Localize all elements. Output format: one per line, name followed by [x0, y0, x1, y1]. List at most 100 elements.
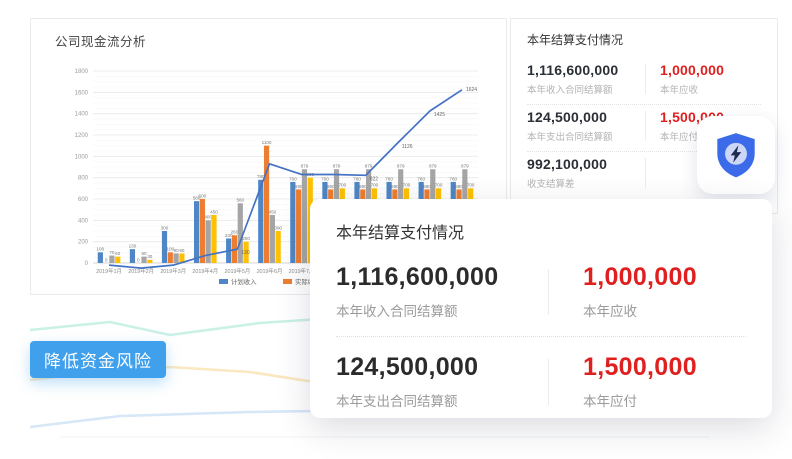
svg-text:300: 300 [161, 225, 169, 230]
svg-text:400: 400 [204, 215, 212, 220]
svg-text:600: 600 [199, 193, 207, 198]
popup-label-income-settled: 本年收入合同结算额 [336, 304, 458, 319]
chart-title: 公司现金流分析 [55, 35, 147, 49]
svg-text:760: 760 [385, 176, 393, 181]
svg-text:690: 690 [423, 184, 431, 189]
popup-value-receivable: 1,000,000 [583, 263, 697, 291]
svg-text:879: 879 [333, 164, 341, 169]
risk-reduction-tag[interactable]: 降低资金风险 [30, 341, 166, 378]
svg-text:760: 760 [449, 176, 457, 181]
label-expense-settled: 本年支出合同结算额 [527, 132, 613, 143]
svg-text:780: 780 [257, 174, 265, 179]
popup-row-income: 1,116,600,000 本年收入合同结算额 1,000,000 本年应收 [336, 257, 746, 334]
svg-text:1600: 1600 [75, 90, 89, 96]
svg-text:879: 879 [397, 164, 405, 169]
svg-text:130: 130 [241, 250, 250, 256]
svg-text:879: 879 [365, 164, 373, 169]
svg-text:690: 690 [455, 184, 463, 189]
svg-text:700: 700 [435, 183, 443, 188]
svg-text:200: 200 [242, 236, 250, 241]
svg-text:560: 560 [236, 198, 244, 203]
svg-text:760: 760 [353, 176, 361, 181]
dotted-divider [527, 151, 761, 152]
panel-row-expense: 124,500,000 本年支出合同结算额 1,500,000 本年应付 [527, 105, 761, 151]
svg-text:450: 450 [269, 209, 277, 214]
svg-text:2019年6月: 2019年6月 [257, 267, 283, 275]
popup-title: 本年结算支付情况 [336, 225, 465, 242]
svg-text:700: 700 [403, 183, 411, 188]
popup-row-expense: 124,500,000 本年支出合同结算额 1,500,000 本年应付 [336, 347, 746, 424]
svg-text:0: 0 [105, 257, 108, 262]
vertical-divider [645, 111, 646, 141]
svg-text:90: 90 [174, 248, 180, 253]
svg-text:1425: 1425 [434, 112, 445, 118]
svg-text:实际收入: 实际收入 [295, 277, 321, 286]
vertical-divider [645, 158, 646, 188]
svg-text:1624: 1624 [466, 87, 477, 93]
svg-text:100: 100 [166, 247, 174, 252]
vertical-divider [645, 64, 646, 94]
svg-text:60: 60 [115, 251, 121, 256]
svg-text:90: 90 [179, 248, 185, 253]
vertical-divider [548, 358, 549, 405]
shield-bolt-icon [717, 133, 755, 178]
svg-text:800: 800 [78, 176, 89, 182]
label-receivable: 本年应收 [660, 85, 699, 96]
popup-payable: 1,500,000 本年应付 [583, 353, 746, 410]
popup-value-expense-settled: 124,500,000 [336, 353, 479, 381]
svg-text:0: 0 [137, 257, 140, 262]
svg-text:100: 100 [97, 247, 105, 252]
popup-label-expense-settled: 本年支出合同结算额 [336, 394, 458, 409]
svg-text:822: 822 [370, 176, 379, 182]
svg-text:60: 60 [141, 251, 147, 256]
dotted-divider [527, 104, 761, 105]
label-payable: 本年应付 [660, 132, 699, 143]
svg-text:700: 700 [338, 183, 346, 188]
svg-text:1100: 1100 [262, 140, 272, 145]
svg-text:200: 200 [78, 240, 89, 246]
svg-text:879: 879 [301, 164, 309, 169]
svg-text:2019年4月: 2019年4月 [192, 267, 218, 275]
panel-income-settled: 1,116,600,000 本年收入合同结算额 [527, 62, 645, 96]
svg-text:2019年2月: 2019年2月 [128, 267, 154, 275]
popup-value-income-settled: 1,116,600,000 [336, 263, 499, 291]
svg-text:700: 700 [371, 183, 379, 188]
svg-text:690: 690 [295, 184, 303, 189]
popup-label-receivable: 本年应收 [583, 304, 637, 319]
svg-text:1000: 1000 [75, 154, 89, 160]
panel-row-balance: 992,100,000 收支结算差 [527, 152, 761, 198]
svg-text:879: 879 [429, 164, 437, 169]
svg-text:580: 580 [193, 196, 201, 201]
svg-text:690: 690 [391, 184, 399, 189]
svg-text:130: 130 [129, 244, 137, 249]
svg-text:690: 690 [327, 184, 335, 189]
vertical-divider [548, 268, 549, 315]
svg-text:1800: 1800 [75, 69, 89, 75]
value-income-settled: 1,116,600,000 [527, 62, 619, 78]
panel-balance: 992,100,000 收支结算差 [527, 156, 645, 190]
svg-text:400: 400 [78, 218, 89, 224]
popup-income-settled: 1,116,600,000 本年收入合同结算额 [336, 263, 548, 320]
value-balance: 992,100,000 [527, 156, 608, 172]
svg-text:600: 600 [78, 197, 89, 203]
svg-text:2019年7月: 2019年7月 [289, 267, 315, 275]
svg-text:300: 300 [274, 225, 282, 230]
panel-title: 本年结算支付情况 [527, 33, 624, 47]
svg-text:计划收入: 计划收入 [231, 277, 257, 286]
popup-expense-settled: 124,500,000 本年支出合同结算额 [336, 353, 548, 410]
svg-text:700: 700 [467, 183, 475, 188]
svg-text:1200: 1200 [75, 133, 89, 139]
svg-text:879: 879 [461, 164, 469, 169]
dotted-divider [336, 336, 746, 337]
svg-text:760: 760 [289, 176, 297, 181]
svg-text:260: 260 [231, 230, 239, 235]
popup-receivable: 1,000,000 本年应收 [583, 263, 746, 320]
popup-value-payable: 1,500,000 [583, 353, 697, 381]
svg-text:690: 690 [359, 184, 367, 189]
label-balance: 收支结算差 [527, 179, 575, 190]
panel-expense-settled: 124,500,000 本年支出合同结算额 [527, 109, 645, 143]
svg-text:450: 450 [210, 209, 218, 214]
svg-text:760: 760 [417, 176, 425, 181]
svg-text:30: 30 [147, 254, 153, 259]
